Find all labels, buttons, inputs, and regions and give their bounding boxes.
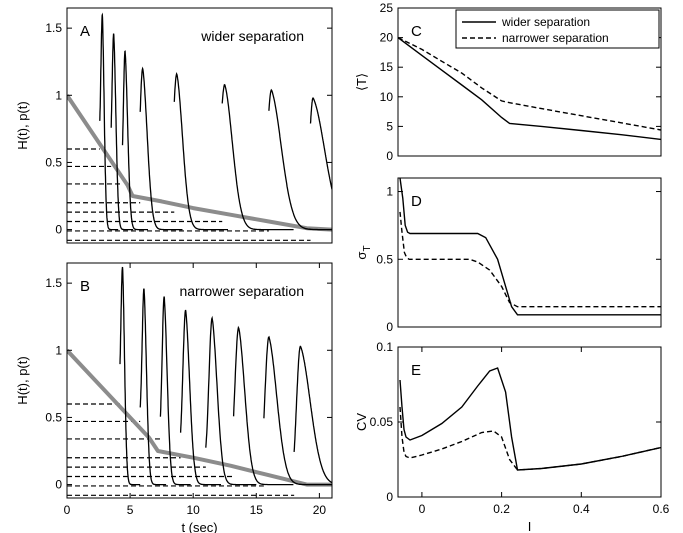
panel-e-xtick-label: 0.2 <box>493 502 510 516</box>
panel-e-ytick-label: 0.1 <box>376 340 393 354</box>
panel-d-ytick-label: 0.5 <box>376 252 393 266</box>
panel-c-letter: C <box>411 23 422 40</box>
panel-a-plot-area <box>67 12 332 241</box>
panel-a-ylabel: H(t), p(t) <box>15 101 30 149</box>
panel-e-ytick-label: 0.05 <box>370 415 394 429</box>
panel-c-ytick-label: 25 <box>380 1 394 15</box>
panel-c-plot-area <box>398 36 661 141</box>
panel-a-frame <box>66 7 333 244</box>
panel-a-letter: A <box>80 23 90 40</box>
panel-d-series-narrower <box>399 211 661 308</box>
panel-b-peak <box>179 309 221 486</box>
panel-c-series-wider <box>398 37 661 141</box>
panel-e-series-narrower <box>399 406 661 471</box>
panel-c-ytick-label: 20 <box>380 31 394 45</box>
panel-a-ytick-label: 1.5 <box>45 21 62 35</box>
panel-b-ytick-label: 0 <box>55 478 62 492</box>
panel-b-peak <box>205 315 257 486</box>
panel-a-peak <box>121 50 148 231</box>
panel-b-ytick-label: 1.5 <box>45 276 62 290</box>
panel-e-series-wider <box>399 367 661 471</box>
panel-b-xlabel: t (sec) <box>181 520 217 533</box>
panel-e-ytick-label: 0 <box>386 490 393 504</box>
panel-b-peak <box>263 335 332 486</box>
panel-e-plot-area <box>399 367 661 471</box>
panel-a-peak <box>268 88 332 231</box>
panel-d-letter: D <box>411 193 422 210</box>
panel-c-ytick-label: 15 <box>380 60 394 74</box>
panel-b-peak <box>119 266 141 486</box>
panel-b-xtick-label: 0 <box>64 503 71 517</box>
panel-b-peak <box>293 345 332 484</box>
panel-b-xtick-label: 5 <box>127 503 134 517</box>
panel-c-ytick-label: 5 <box>386 119 393 133</box>
panel-b-threshold-curve <box>67 348 332 487</box>
panel-c-ytick-label: 10 <box>380 90 394 104</box>
panel-a-peak <box>173 72 228 231</box>
panel-a-peak <box>139 66 183 231</box>
panel-c-series-narrower <box>398 36 661 131</box>
panel-c-legend-label: wider separation <box>501 15 590 29</box>
panel-e-ylabel: CV <box>354 413 369 431</box>
panel-e-xtick-label: 0.6 <box>653 502 670 516</box>
panel-b-xtick-label: 20 <box>313 503 327 517</box>
panel-d-ylabel: σT <box>354 245 373 259</box>
panel-a-ytick-label: 1 <box>55 88 62 102</box>
panel-d-plot-area <box>399 178 661 316</box>
panel-b-letter: B <box>80 278 90 295</box>
panel-a-peak <box>99 12 119 231</box>
panel-c-legend-label: narrower separation <box>502 31 609 45</box>
panel-e-xtick-label: 0 <box>419 502 426 516</box>
panel-b-peak <box>232 325 294 486</box>
panel-b-xtick-label: 10 <box>187 503 201 517</box>
panel-e-xtick-label: 0.4 <box>573 502 590 516</box>
panel-b-frame <box>66 262 333 499</box>
panel-b-ytick-label: 1 <box>55 343 62 357</box>
panel-c-frame <box>397 7 662 157</box>
panel-b-annotation: narrower separation <box>179 283 304 299</box>
panel-a-peak <box>309 97 332 190</box>
panel-a-annotation: wider separation <box>200 28 304 44</box>
panel-e-letter: E <box>411 362 421 379</box>
panel-b-peak <box>139 288 167 486</box>
panel-b-ytick-label: 0.5 <box>45 410 62 424</box>
panel-d-ytick-label: 0 <box>386 320 393 334</box>
panel-b-peak <box>159 296 191 486</box>
panel-c-legend-box <box>455 9 660 49</box>
panel-b-plot-area <box>67 266 332 496</box>
panel-d-ytick-label: 1 <box>386 185 393 199</box>
panel-d-series-wider <box>399 178 661 316</box>
panel-e-xlabel: I <box>528 519 532 533</box>
panel-a-ytick-label: 0 <box>55 223 62 237</box>
panel-e-frame <box>397 346 662 498</box>
panel-c-ytick-label: 0 <box>386 149 393 163</box>
panel-a-peak <box>221 83 294 231</box>
panel-a-ytick-label: 0.5 <box>45 155 62 169</box>
panel-b-ylabel: H(t), p(t) <box>15 356 30 404</box>
panel-a-peak <box>110 33 134 231</box>
panel-d-frame <box>397 177 662 328</box>
panel-b-xtick-label: 15 <box>250 503 264 517</box>
panel-c-ylabel: ⟨T⟩ <box>354 73 369 91</box>
